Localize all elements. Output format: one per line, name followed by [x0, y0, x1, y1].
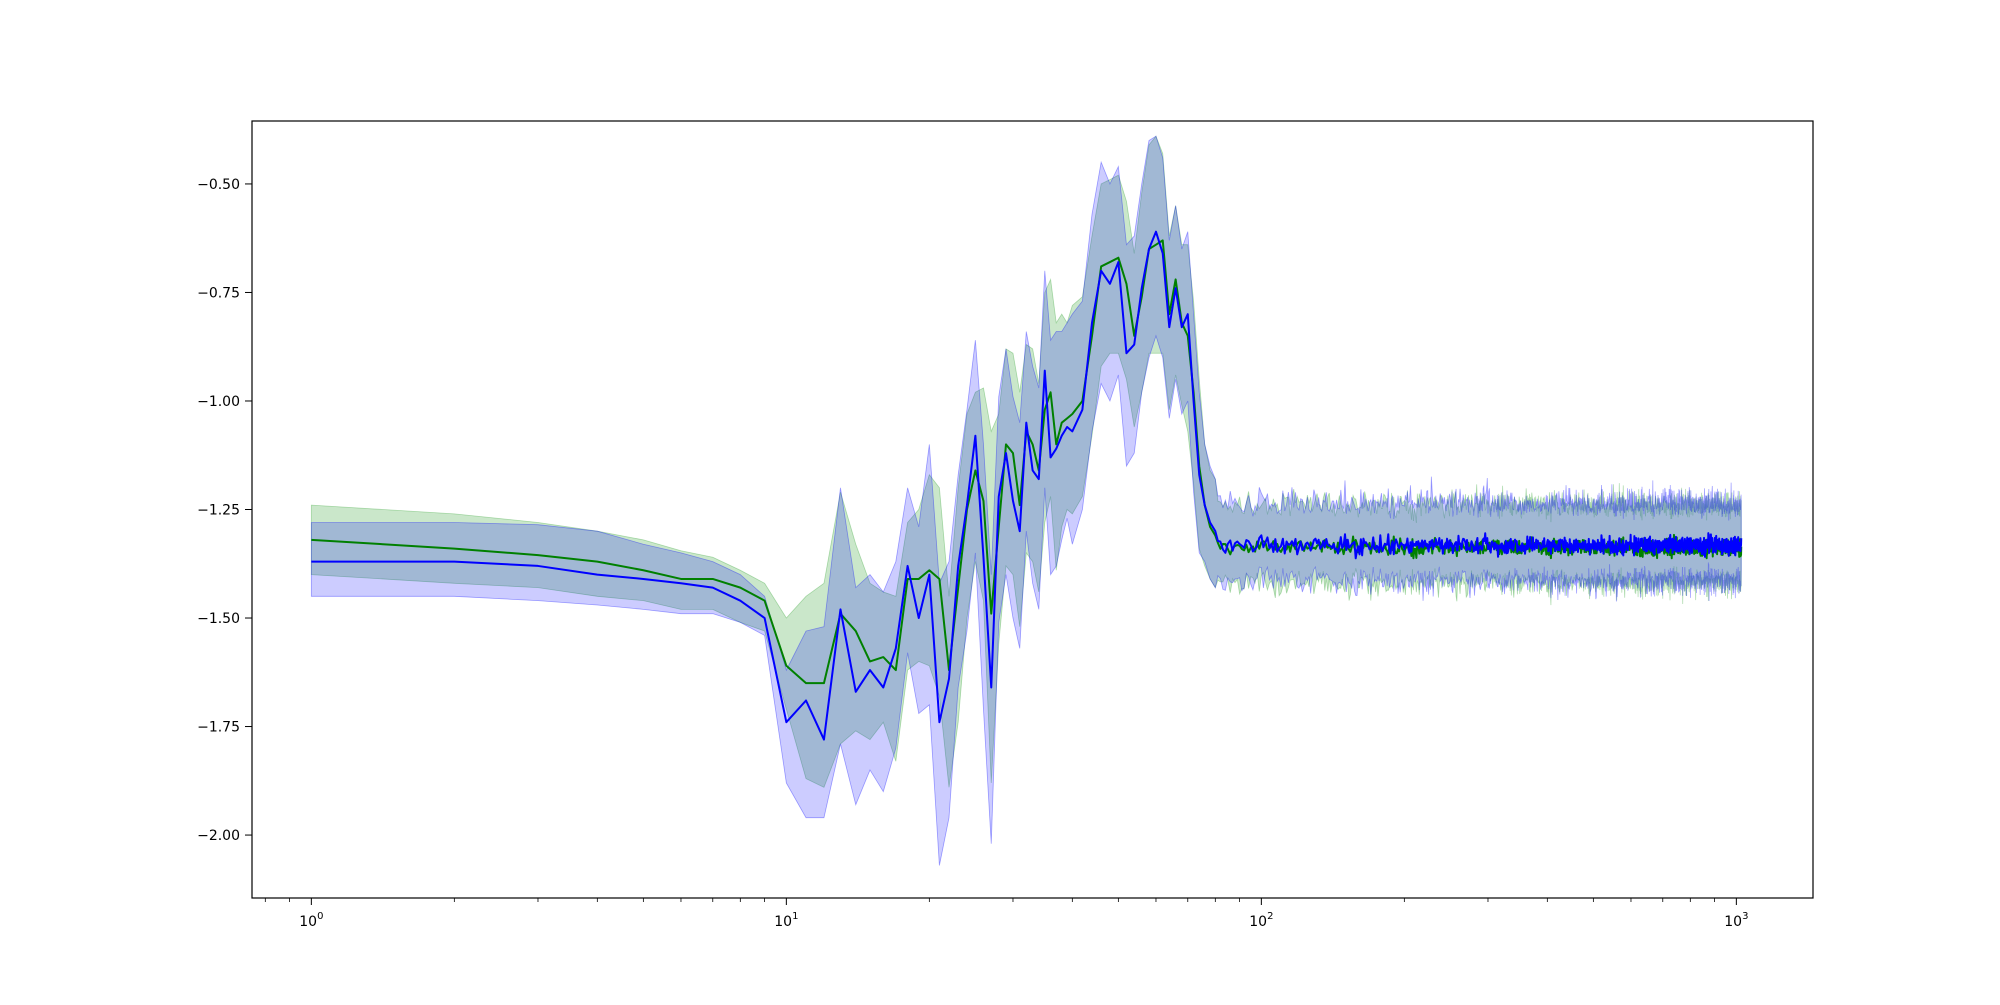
x-tick-label: 103 — [1724, 911, 1748, 930]
y-tick-label: −0.75 — [197, 285, 240, 301]
y-tick-label: −2.00 — [197, 828, 240, 844]
y-tick-label: −1.00 — [197, 394, 240, 410]
y-tick-label: −0.50 — [197, 177, 240, 193]
series-2-line — [311, 230, 1743, 741]
series-2-band — [310, 135, 1742, 866]
y-tick-label: −1.25 — [197, 503, 240, 519]
y-tick-label: −1.75 — [197, 720, 240, 736]
x-tick-label: 102 — [1249, 911, 1273, 930]
series-lines — [311, 230, 1743, 741]
series-1-band — [310, 135, 1742, 788]
x-axis: 100 101 102 103 — [264, 898, 1748, 930]
x-tick-label: 101 — [774, 911, 798, 930]
y-axis: −0.50 −0.75 −1.00 −1.25 −1.50 −1.75 −2.00 — [197, 177, 252, 844]
y-tick-label: −1.50 — [197, 611, 240, 627]
confidence-bands — [310, 135, 1742, 866]
x-tick-label: 100 — [299, 911, 323, 930]
